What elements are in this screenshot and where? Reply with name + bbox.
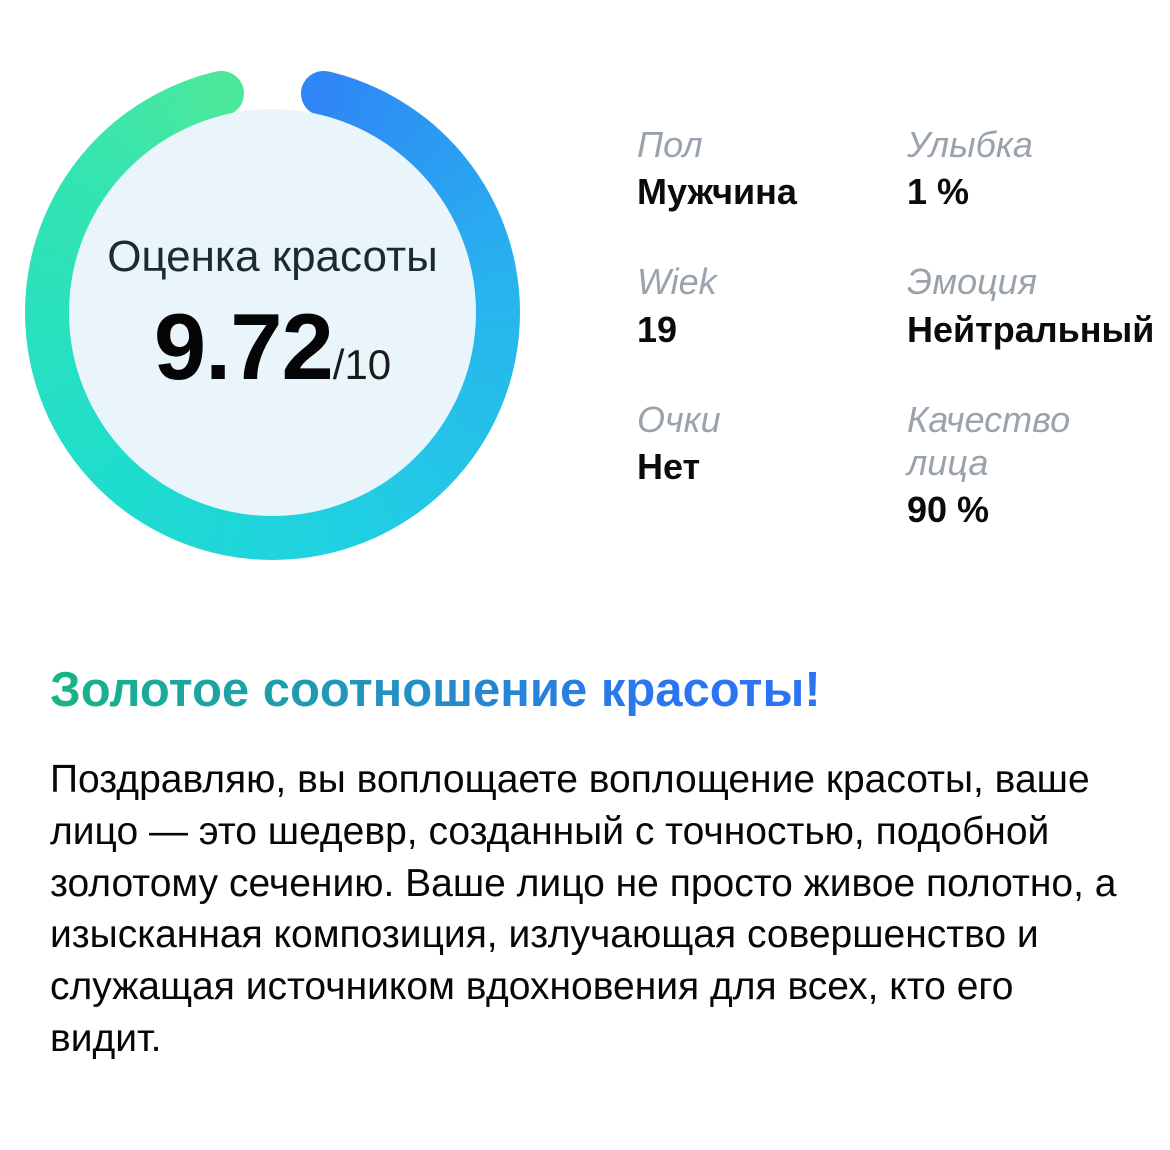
stat-gender-value: Мужчина xyxy=(637,171,797,213)
score-section: Оценка красоты 9.72/10 Пол Мужчина Улыбк… xyxy=(0,0,1170,560)
score-max: /10 xyxy=(332,340,392,388)
stat-gender-label: Пол xyxy=(637,124,703,165)
attributes-grid: Пол Мужчина Улыбка 1 % Wiek 19 Эмоция Не… xyxy=(637,123,1155,532)
ring-cap-green xyxy=(199,70,245,116)
stat-gender: Пол Мужчина xyxy=(637,123,907,213)
score-inner-circle: Оценка красоты 9.72/10 xyxy=(69,109,476,516)
stat-glasses: Очки Нет xyxy=(637,398,907,532)
score-value: 9.72 xyxy=(153,293,334,399)
stat-smile-value: 1 % xyxy=(907,171,970,213)
stat-age-label: Wiek xyxy=(637,261,717,303)
stat-emotion-label: Эмоция xyxy=(907,261,1037,303)
stat-emotion-value: Нейтральный xyxy=(907,308,1155,350)
stat-glasses-value: Нет xyxy=(637,445,701,487)
beauty-report-page: Оценка красоты 9.72/10 Пол Мужчина Улыбк… xyxy=(0,0,1170,1065)
beauty-score-gauge: Оценка красоты 9.72/10 xyxy=(25,65,520,560)
stat-face-quality: Качество лица 90 % xyxy=(907,398,1127,532)
stat-glasses-label: Очки xyxy=(637,398,721,440)
result-body: Поздравляю, вы воплощаете воплощение кра… xyxy=(50,757,1117,1061)
stat-emotion: Эмоция Нейтральный xyxy=(907,260,1155,350)
result-section: Золотое соотношение красоты! Поздравляю,… xyxy=(0,560,1170,1065)
stat-face-quality-label: Качество лица xyxy=(907,398,1071,483)
gauge-title: Оценка красоты xyxy=(107,231,438,281)
stat-age-value: 19 xyxy=(637,308,678,350)
gauge-score: 9.72/10 xyxy=(154,299,392,394)
stat-age: Wiek 19 xyxy=(637,260,907,350)
stat-smile: Улыбка 1 % xyxy=(907,123,1127,213)
result-heading: Золотое соотношение красоты! xyxy=(50,663,821,717)
stat-smile-label: Улыбка xyxy=(907,124,1033,165)
stat-face-quality-value: 90 % xyxy=(907,489,990,531)
ring-cap-blue xyxy=(300,70,346,116)
